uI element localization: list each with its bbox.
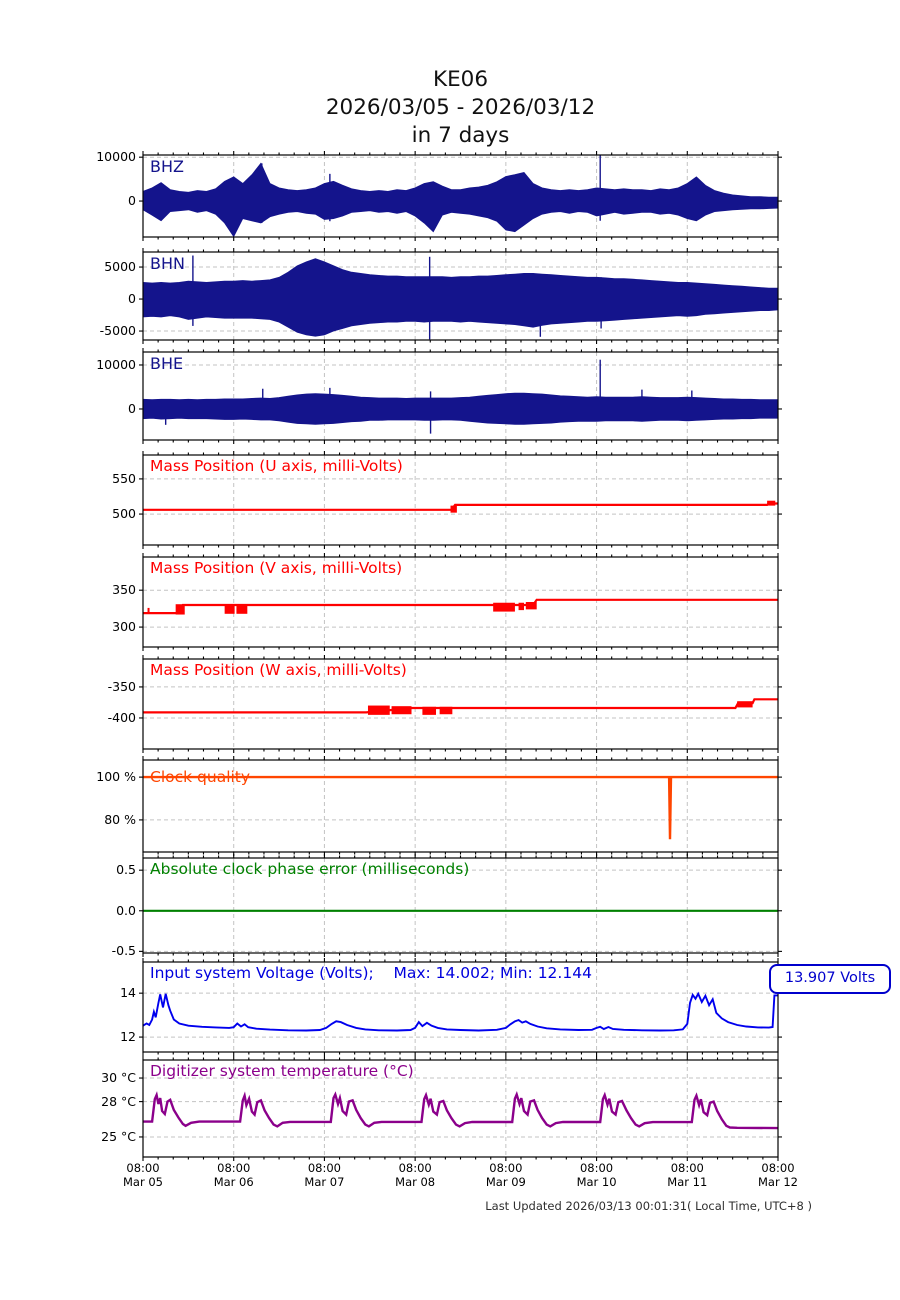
series-block (147, 607, 150, 614)
y-tick-label-clock-quality: 100 % (96, 769, 136, 785)
panel-title-mass-w: Mass Position (W axis, milli-Volts) (150, 661, 407, 679)
x-tick-date: Mar 10 (576, 1175, 617, 1189)
series-line-clock-quality (143, 775, 778, 840)
panel-title-mass-u: Mass Position (U axis, milli-Volts) (150, 457, 403, 475)
series-block (518, 602, 524, 611)
series-block (450, 505, 457, 513)
series-block (737, 701, 753, 708)
voltage-callout-text: 13.907 Volts (784, 970, 876, 986)
x-tick-time: 08:00 (307, 1161, 341, 1175)
panel-title-bhz: BHZ (150, 157, 184, 176)
voltage-callout: 13.907 Volts (769, 964, 891, 994)
series-block (422, 706, 437, 715)
series-block (767, 500, 776, 506)
series-line-voltage (142, 991, 778, 1032)
x-tick-date: Mar 05 (123, 1175, 163, 1189)
y-tick-label-mass-u: 500 (112, 506, 136, 522)
date-range: 2026/03/05 - 2026/03/12 (325, 95, 596, 120)
x-tick-date: Mar 08 (395, 1175, 436, 1189)
y-tick-label-bhz: 10000 (96, 149, 136, 165)
x-tick-time: 08:00 (126, 1161, 160, 1175)
x-tick-time: 08:00 (670, 1161, 704, 1175)
panel-title-bhn: BHN (150, 254, 185, 273)
x-tick-date: Mar 06 (213, 1175, 254, 1189)
y-tick-label-clock-phase: 0.0 (116, 902, 136, 918)
panel-title-clock-phase: Absolute clock phase error (milliseconds… (150, 860, 470, 878)
series-block (175, 604, 185, 615)
panel-title-clock-quality: Clock quality (150, 768, 251, 786)
y-tick-label-mass-v: 350 (112, 582, 136, 598)
y-tick-label-bhn: 0 (128, 291, 136, 307)
y-tick-label-temperature: 25 °C (101, 1129, 136, 1145)
series-block (525, 602, 537, 610)
x-tick-time: 08:00 (761, 1161, 795, 1175)
y-tick-label-mass-v: 300 (112, 619, 136, 635)
y-tick-label-temperature: 28 °C (101, 1093, 136, 1109)
x-tick-date: Mar 09 (485, 1175, 526, 1189)
x-tick-time: 08:00 (489, 1161, 523, 1175)
y-tick-label-clock-phase: 0.5 (116, 862, 136, 878)
y-tick-label-clock-phase: -0.5 (111, 943, 136, 959)
y-tick-label-bhz: 0 (128, 193, 136, 209)
series-line-mass-v (143, 598, 778, 615)
span-label: in 7 days (411, 123, 510, 148)
x-tick-time: 08:00 (398, 1161, 432, 1175)
series-block (493, 602, 515, 612)
panel-title-voltage: Input system Voltage (Volts); Max: 14.00… (150, 964, 592, 982)
y-tick-label-mass-w: -400 (107, 710, 136, 726)
y-tick-label-bhn: -5000 (99, 323, 136, 339)
x-tick-date: Mar 11 (667, 1175, 708, 1189)
y-tick-label-clock-quality: 80 % (104, 812, 136, 828)
y-tick-label-bhe: 0 (128, 401, 136, 417)
series-block (367, 705, 390, 715)
y-tick-label-temperature: 30 °C (101, 1070, 136, 1086)
series-block (391, 706, 412, 715)
chart-title: KE06 2026/03/05 - 2026/03/12 in 7 days (143, 66, 778, 150)
panel-title-mass-v: Mass Position (V axis, milli-Volts) (150, 559, 403, 577)
y-tick-label-mass-w: -350 (107, 679, 136, 695)
y-tick-label-voltage: 12 (120, 1029, 136, 1045)
y-tick-label-bhn: 5000 (104, 259, 136, 275)
y-tick-label-bhe: 10000 (96, 357, 136, 373)
x-tick-time: 08:00 (217, 1161, 251, 1175)
x-tick-date: Mar 07 (304, 1175, 345, 1189)
y-tick-label-mass-u: 550 (112, 471, 136, 487)
panel-title-bhe: BHE (150, 354, 184, 373)
last-updated: Last Updated 2026/03/13 00:01:31( Local … (485, 1199, 812, 1213)
series-line-temperature (143, 1090, 779, 1130)
x-tick-date: Mar 12 (758, 1175, 798, 1189)
panel-title-temperature: Digitizer system temperature (°C) (150, 1062, 414, 1080)
series-block (224, 604, 235, 614)
x-tick-time: 08:00 (579, 1161, 614, 1175)
series-block (439, 706, 453, 715)
station-name: KE06 (432, 67, 489, 92)
series-block (236, 604, 248, 614)
y-tick-label-voltage: 14 (120, 985, 136, 1001)
